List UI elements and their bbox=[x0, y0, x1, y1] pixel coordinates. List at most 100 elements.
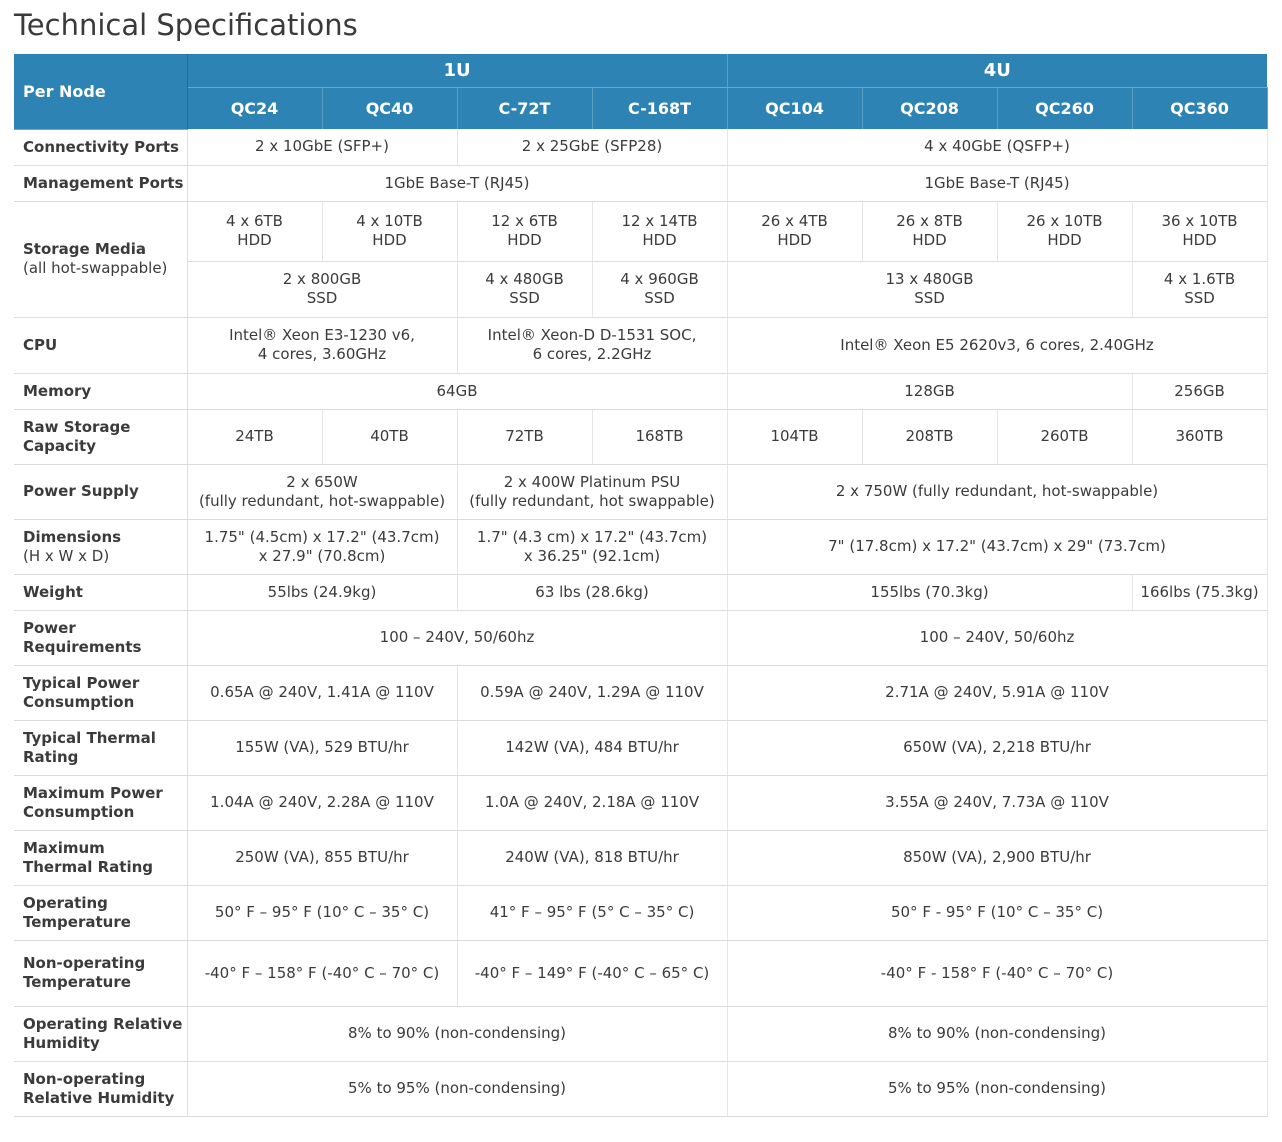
cell: 850W (VA), 2,900 BTU/hr bbox=[727, 830, 1268, 886]
model-header: QC360 bbox=[1132, 87, 1268, 129]
cell: 4 x 10TB HDD bbox=[322, 201, 458, 262]
model-header: QC104 bbox=[727, 87, 863, 129]
cell: 72TB bbox=[457, 409, 593, 465]
cell-line: 12 x 6TB bbox=[491, 212, 558, 230]
table-row: Maximum Power Consumption 1.04A @ 240V, 2… bbox=[14, 775, 1268, 831]
model-header: QC208 bbox=[862, 87, 998, 129]
table-row: Power Requirements 100 – 240V, 50/60hz 10… bbox=[14, 610, 1268, 666]
row-label-text: Non-operating bbox=[23, 1069, 146, 1088]
cell: 5% to 95% (non-condensing) bbox=[187, 1061, 728, 1117]
model-header: QC24 bbox=[187, 87, 323, 129]
cell: 100 – 240V, 50/60hz bbox=[727, 610, 1268, 666]
cell: 5% to 95% (non-condensing) bbox=[727, 1061, 1268, 1117]
cell-line: SSD bbox=[644, 289, 675, 307]
row-label: Maximum Power Consumption bbox=[14, 775, 188, 831]
table-row: Raw Storage Capacity 24TB 40TB 72TB 168TB… bbox=[14, 409, 1268, 465]
group-1u-header: 1U bbox=[187, 54, 728, 88]
row-label: CPU bbox=[14, 317, 188, 374]
cell: 650W (VA), 2,218 BTU/hr bbox=[727, 720, 1268, 776]
row-label-text: Consumption bbox=[23, 802, 135, 821]
cell-line: 4 x 1.6TB bbox=[1163, 270, 1236, 288]
cell: 3.55A @ 240V, 7.73A @ 110V bbox=[727, 775, 1268, 831]
cell: 50° F – 95° F (10° C – 35° C) bbox=[187, 885, 458, 941]
table-row: Typical Power Consumption 0.65A @ 240V, 1… bbox=[14, 665, 1268, 721]
cell: 4 x 40GbE (QSFP+) bbox=[727, 129, 1268, 166]
cell-line: 4 x 10TB bbox=[356, 212, 423, 230]
cell: 24TB bbox=[187, 409, 323, 465]
row-label-text: Dimensions bbox=[23, 527, 122, 546]
cell: 13 x 480GB SSD bbox=[727, 261, 1133, 318]
group-4u-header: 4U bbox=[727, 54, 1268, 88]
cell-line: 1.7" (4.3 cm) x 17.2" (43.7cm) bbox=[476, 527, 708, 546]
cell: 155W (VA), 529 BTU/hr bbox=[187, 720, 458, 776]
cell-line: HDD bbox=[1047, 231, 1082, 249]
table-row: Typical Thermal Rating 155W (VA), 529 BTU… bbox=[14, 720, 1268, 776]
cell: 63 lbs (28.6kg) bbox=[457, 574, 728, 611]
cell: 4 x 960GB SSD bbox=[592, 261, 728, 318]
cell: 41° F – 95° F (5° C – 35° C) bbox=[457, 885, 728, 941]
table-row: Weight 55lbs (24.9kg) 63 lbs (28.6kg) 15… bbox=[14, 574, 1268, 611]
cell: 26 x 8TB HDD bbox=[862, 201, 998, 262]
row-label: Management Ports bbox=[14, 165, 188, 202]
cell: -40° F – 158° F (-40° C – 70° C) bbox=[187, 940, 458, 1007]
row-label-text: Consumption bbox=[23, 692, 135, 711]
cell: 26 x 10TB HDD bbox=[997, 201, 1133, 262]
cell: 64GB bbox=[187, 373, 728, 410]
table-row: Non-operating Relative Humidity 5% to 95%… bbox=[14, 1061, 1268, 1117]
table-row: Power Supply 2 x 650W (fully redundant, h… bbox=[14, 464, 1268, 520]
cell: 2 x 650W (fully redundant, hot-swappable) bbox=[187, 464, 458, 520]
cell: 40TB bbox=[322, 409, 458, 465]
cell: 104TB bbox=[727, 409, 863, 465]
cell: -40° F – 149° F (-40° C – 65° C) bbox=[457, 940, 728, 1007]
cell: 2.71A @ 240V, 5.91A @ 110V bbox=[727, 665, 1268, 721]
cell-line: SSD bbox=[1184, 289, 1215, 307]
table-row: Management Ports 1GbE Base-T (RJ45) 1GbE… bbox=[14, 165, 1268, 202]
row-label: Operating Relative Humidity bbox=[14, 1006, 188, 1062]
table-row: 2 x 800GB SSD 4 x 480GB SSD 4 x 960GB SSD 1… bbox=[14, 261, 1268, 318]
row-label-text: Operating Relative bbox=[23, 1014, 183, 1033]
cell: 12 x 6TB HDD bbox=[457, 201, 593, 262]
row-label: Operating Temperature bbox=[14, 885, 188, 941]
table-row: Non-operating Temperature -40° F – 158° F… bbox=[14, 940, 1268, 1007]
table-row: Operating Temperature 50° F – 95° F (10° … bbox=[14, 885, 1268, 941]
cell: 1GbE Base-T (RJ45) bbox=[187, 165, 728, 202]
cell: 4 x 480GB SSD bbox=[457, 261, 593, 318]
cell-line: 2 x 800GB bbox=[282, 270, 362, 288]
row-label-text: Relative Humidity bbox=[23, 1088, 175, 1107]
cell: 50° F - 95° F (10° C – 35° C) bbox=[727, 885, 1268, 941]
row-label: Power Supply bbox=[14, 464, 188, 520]
cell: 36 x 10TB HDD bbox=[1132, 201, 1268, 262]
cell: 0.59A @ 240V, 1.29A @ 110V bbox=[457, 665, 728, 721]
cell-line: SSD bbox=[509, 289, 540, 307]
model-header: C-168T bbox=[592, 87, 728, 129]
row-label: Non-operating Temperature bbox=[14, 940, 188, 1007]
table-row: CPU Intel® Xeon E3-1230 v6, 4 cores, 3.60… bbox=[14, 317, 1268, 374]
cell-line: HDD bbox=[642, 231, 677, 249]
row-label: Dimensions (H x W x D) bbox=[14, 519, 188, 575]
cell-line: 6 cores, 2.2GHz bbox=[532, 345, 652, 363]
row-label-text: Raw Storage bbox=[23, 417, 131, 436]
cell: 1.0A @ 240V, 2.18A @ 110V bbox=[457, 775, 728, 831]
cell-line: 1.75" (4.5cm) x 17.2" (43.7cm) bbox=[204, 527, 440, 546]
model-header: QC260 bbox=[997, 87, 1133, 129]
cell: 128GB bbox=[727, 373, 1133, 410]
row-label: Non-operating Relative Humidity bbox=[14, 1061, 188, 1117]
cell-line: 4 x 960GB bbox=[620, 270, 699, 288]
cell-line: HDD bbox=[912, 231, 947, 249]
row-label-text: Typical Power bbox=[23, 673, 140, 692]
cell: 2 x 800GB SSD bbox=[187, 261, 458, 318]
cell-line: 4 x 6TB bbox=[226, 212, 283, 230]
row-label-text: Capacity bbox=[23, 436, 96, 455]
cell: Intel® Xeon E5 2620v3, 6 cores, 2.40GHz bbox=[727, 317, 1268, 374]
row-label-text: Non-operating bbox=[23, 954, 146, 972]
table-row: Connectivity Ports 2 x 10GbE (SFP+) 2 x … bbox=[14, 129, 1268, 166]
cell: 166lbs (75.3kg) bbox=[1132, 574, 1268, 611]
cell-line: HDD bbox=[372, 231, 407, 249]
row-label: Weight bbox=[14, 574, 188, 611]
cell-line: 4 x 480GB bbox=[485, 270, 564, 288]
cell-line: 13 x 480GB bbox=[885, 270, 974, 288]
cell-line: Intel® Xeon-D D-1531 SOC, bbox=[487, 326, 697, 344]
table-row: Memory 64GB 128GB 256GB bbox=[14, 373, 1268, 410]
cell-line: 12 x 14TB bbox=[621, 212, 698, 230]
cell-line: 36 x 10TB bbox=[1161, 212, 1238, 230]
